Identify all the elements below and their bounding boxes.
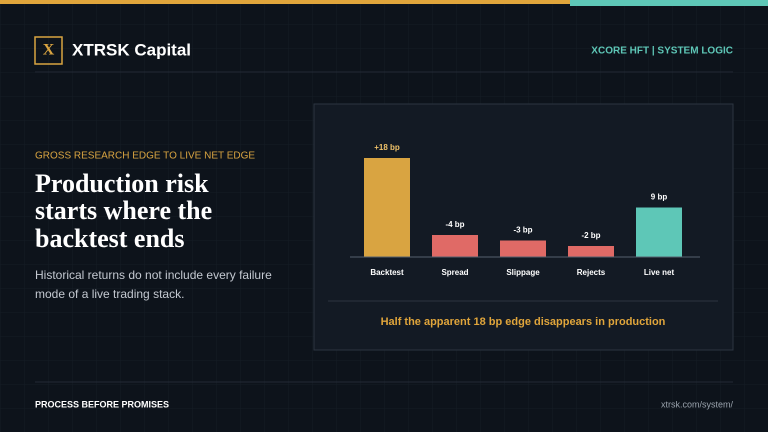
top-accent: [0, 0, 570, 4]
category-label: Rejects: [577, 268, 606, 277]
footer-left: PROCESS BEFORE PROMISES: [35, 399, 169, 409]
brand: XTRSK Capital: [72, 40, 191, 59]
header-tag: XCORE HFT | SYSTEM LOGIC: [591, 46, 733, 57]
top-accent: [570, 0, 768, 6]
category-label: Slippage: [506, 268, 540, 277]
headline: Production risk: [35, 169, 209, 198]
headline: starts where the: [35, 196, 212, 225]
body-text: mode of a live trading stack.: [35, 287, 184, 301]
bar: [636, 207, 682, 257]
footer-right: xtrsk.com/system/: [661, 399, 734, 409]
logo-mark: X: [43, 42, 55, 59]
category-label: Live net: [644, 268, 675, 277]
value-label: 9 bp: [651, 193, 668, 202]
bar: [500, 240, 546, 257]
bar: [568, 246, 614, 257]
category-label: Backtest: [370, 268, 404, 277]
bar: [364, 158, 410, 257]
bar: [432, 235, 478, 257]
chart-caption: Half the apparent 18 bp edge disappears …: [381, 316, 666, 328]
value-label: -3 bp: [513, 226, 532, 235]
category-label: Spread: [441, 268, 468, 277]
chart: +18 bp Backtest -4 bp Spread -3 bp Slippage -2…: [364, 143, 682, 277]
value-label: -4 bp: [445, 220, 464, 229]
logo-box: [34, 36, 63, 65]
value-label: +18 bp: [374, 143, 400, 152]
headline: backtest ends: [35, 224, 185, 253]
body-text: Historical returns do not include every …: [35, 268, 272, 282]
value-label: -2 bp: [581, 231, 600, 240]
kicker: GROSS RESEARCH EDGE TO LIVE NET EDGE: [35, 151, 255, 162]
